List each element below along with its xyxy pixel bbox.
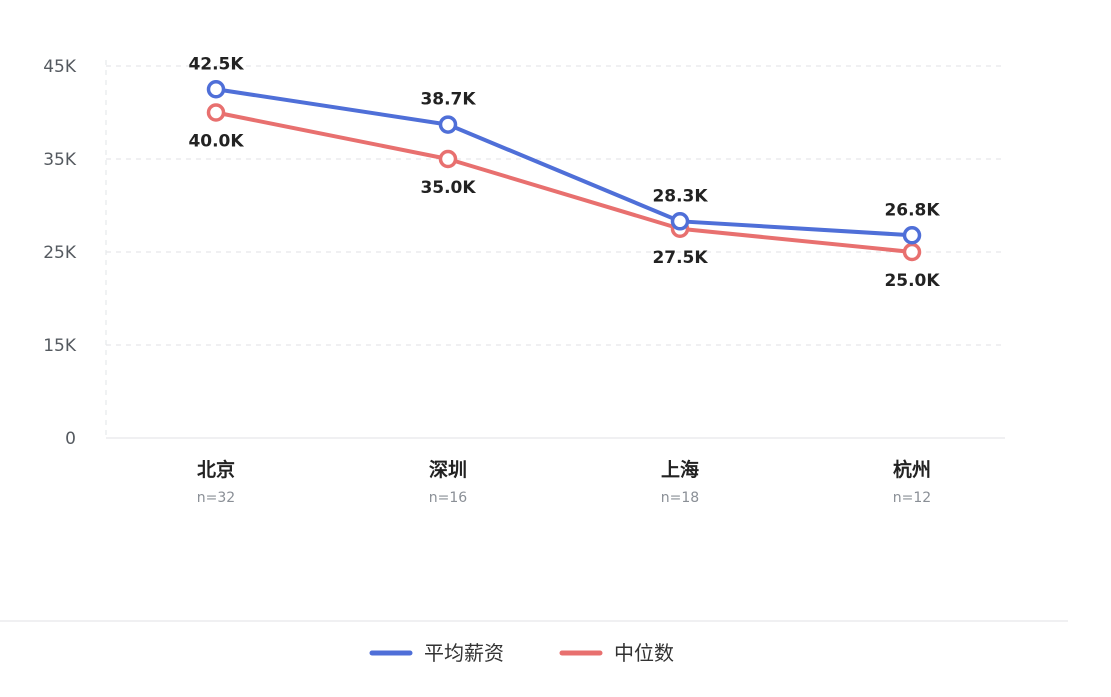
data-point [438, 115, 458, 134]
legend-item[interactable]: 中位数 [559, 641, 674, 665]
legend-item[interactable]: 平均薪资 [369, 641, 504, 665]
data-label: 27.5K [652, 248, 708, 268]
y-tick-label: 45K [43, 57, 77, 77]
series-line [214, 87, 914, 238]
data-point [206, 103, 226, 122]
data-point [206, 80, 226, 99]
y-tick-label: 25K [43, 243, 77, 263]
x-category-sample-size: n=16 [429, 490, 468, 506]
x-category-sample-size: n=18 [661, 490, 699, 506]
series-line [214, 110, 914, 254]
label-layer: 42.5K 38.7K 28.3K 26.8K 40.0K 35.0K 27.5K 25.0K [188, 54, 940, 291]
data-label: 40.0K [188, 132, 244, 152]
x-category-label: 杭州 [893, 458, 931, 481]
data-point [902, 226, 922, 245]
x-category-label: 北京 [197, 458, 235, 481]
data-label: 28.3K [652, 186, 708, 206]
data-label: 26.8K [884, 200, 940, 220]
data-label: 38.7K [420, 90, 476, 110]
legend: 平均薪资 中位数 [369, 641, 674, 665]
data-point [438, 149, 458, 169]
legend-label: 中位数 [614, 641, 674, 665]
y-tick-label: 35K [43, 150, 77, 170]
data-label: 35.0K [420, 178, 476, 198]
data-label: 25.0K [884, 271, 940, 291]
grid-layer [106, 65, 1005, 439]
x-category-label: 上海 [661, 458, 699, 481]
legend-label: 平均薪资 [424, 641, 504, 665]
series-layer [206, 80, 922, 262]
data-label: 42.5K [188, 54, 244, 74]
data-point [670, 212, 690, 231]
x-category-sample-size: n=12 [893, 490, 931, 506]
y-tick-label: 0 [65, 429, 76, 449]
x-category-label: 深圳 [429, 458, 467, 481]
y-tick-label: 15K [43, 336, 77, 356]
axis-layer: 0 15K 25K 35K 45K 北京 n=32 深圳 n=16 上海 n=18 杭州 n=12 [43, 57, 931, 506]
x-category-sample-size: n=32 [197, 490, 235, 506]
data-point [902, 242, 922, 262]
